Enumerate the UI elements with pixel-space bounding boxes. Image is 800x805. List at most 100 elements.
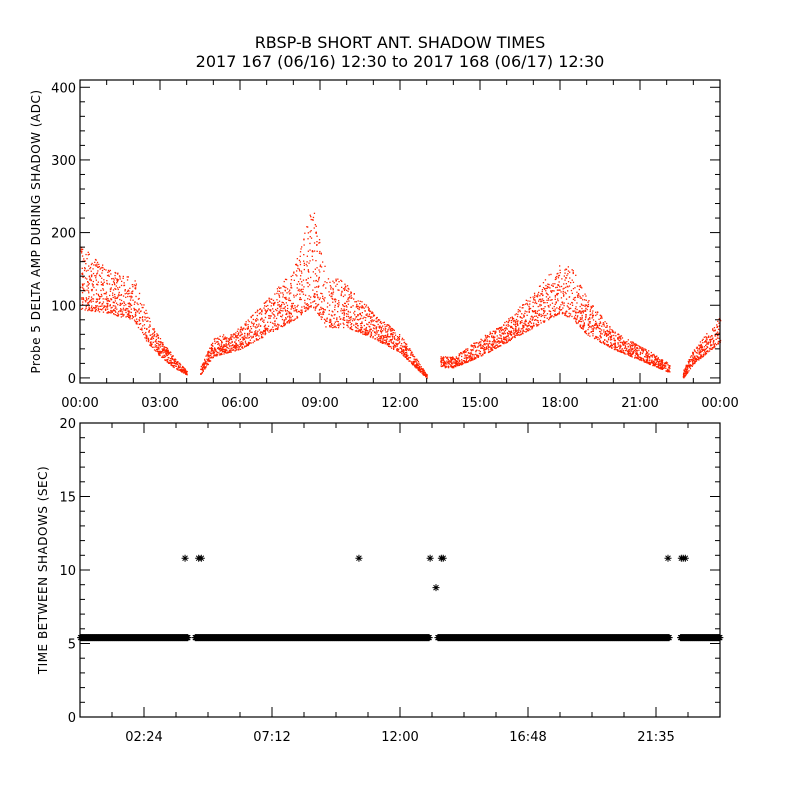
data-point <box>331 324 332 325</box>
data-point <box>631 345 632 346</box>
data-point <box>81 299 82 300</box>
data-point <box>369 329 370 330</box>
data-point <box>497 342 498 343</box>
data-point <box>528 322 529 323</box>
data-point <box>128 310 129 311</box>
data-point <box>403 339 404 340</box>
data-point <box>696 348 697 349</box>
data-point <box>639 357 640 358</box>
data-point <box>325 287 326 288</box>
data-point <box>144 316 145 317</box>
data-point <box>319 309 320 310</box>
data-point <box>255 334 256 335</box>
data-point <box>313 271 314 272</box>
data-point <box>699 347 700 348</box>
data-point <box>518 328 519 329</box>
data-point <box>82 274 83 275</box>
data-point <box>376 333 377 334</box>
data-point <box>549 274 550 275</box>
data-point <box>569 285 570 286</box>
data-point <box>609 332 610 333</box>
data-point <box>599 328 600 329</box>
data-point <box>349 320 350 321</box>
data-point <box>707 351 708 352</box>
data-point <box>551 285 552 286</box>
data-point <box>604 321 605 322</box>
data-point <box>420 371 421 372</box>
data-point <box>520 321 521 322</box>
data-point <box>149 324 150 325</box>
data-point <box>512 336 513 337</box>
data-point <box>542 295 543 296</box>
data-point <box>178 367 179 368</box>
data-point <box>542 291 543 292</box>
data-point <box>529 312 530 313</box>
data-point <box>538 310 539 311</box>
data-point <box>106 299 107 300</box>
data-point <box>526 331 527 332</box>
data-point <box>121 309 122 310</box>
data-point <box>707 337 708 338</box>
data-point <box>534 293 535 294</box>
data-point <box>604 325 605 326</box>
data-point <box>584 322 585 323</box>
data-point <box>689 359 690 360</box>
data-point <box>357 308 358 309</box>
data-point <box>268 308 269 309</box>
data-point <box>364 317 365 318</box>
data-point <box>568 307 569 308</box>
data-point <box>369 326 370 327</box>
data-point <box>83 297 84 298</box>
data-point <box>506 338 507 339</box>
data-point <box>395 345 396 346</box>
data-point <box>646 360 647 361</box>
data-point <box>620 337 621 338</box>
data-point <box>477 355 478 356</box>
data-point <box>284 297 285 298</box>
data-point <box>388 329 389 330</box>
data-point <box>206 363 207 364</box>
data-point <box>321 266 322 267</box>
data-point <box>453 361 454 362</box>
data-point <box>566 269 567 270</box>
data-point <box>103 289 104 290</box>
data-point <box>587 309 588 310</box>
data-point <box>277 314 278 315</box>
data-point <box>533 296 534 297</box>
data-point <box>157 343 158 344</box>
data-point <box>392 337 393 338</box>
data-point <box>332 281 333 282</box>
data-point <box>384 324 385 325</box>
data-point <box>393 346 394 347</box>
data-point <box>136 319 137 320</box>
data-point <box>89 301 90 302</box>
data-point <box>200 374 201 375</box>
data-point <box>322 261 323 262</box>
data-point <box>698 359 699 360</box>
data-point <box>548 287 549 288</box>
data-point <box>299 283 300 284</box>
data-point <box>539 313 540 314</box>
data-point <box>180 364 181 365</box>
data-point <box>689 360 690 361</box>
data-point <box>465 349 466 350</box>
data-point <box>216 351 217 352</box>
data-point <box>284 286 285 287</box>
data-point <box>312 301 313 302</box>
data-point <box>324 322 325 323</box>
data-point <box>562 307 563 308</box>
data-point <box>381 337 382 338</box>
data-point <box>141 329 142 330</box>
data-point <box>315 307 316 308</box>
data-point <box>582 299 583 300</box>
data-point <box>646 353 647 354</box>
data-point <box>585 308 586 309</box>
data-point <box>110 312 111 313</box>
data-point <box>651 360 652 361</box>
data-point <box>488 343 489 344</box>
data-point <box>706 353 707 354</box>
data-point <box>709 350 710 351</box>
data-point <box>117 281 118 282</box>
data-point <box>331 326 332 327</box>
